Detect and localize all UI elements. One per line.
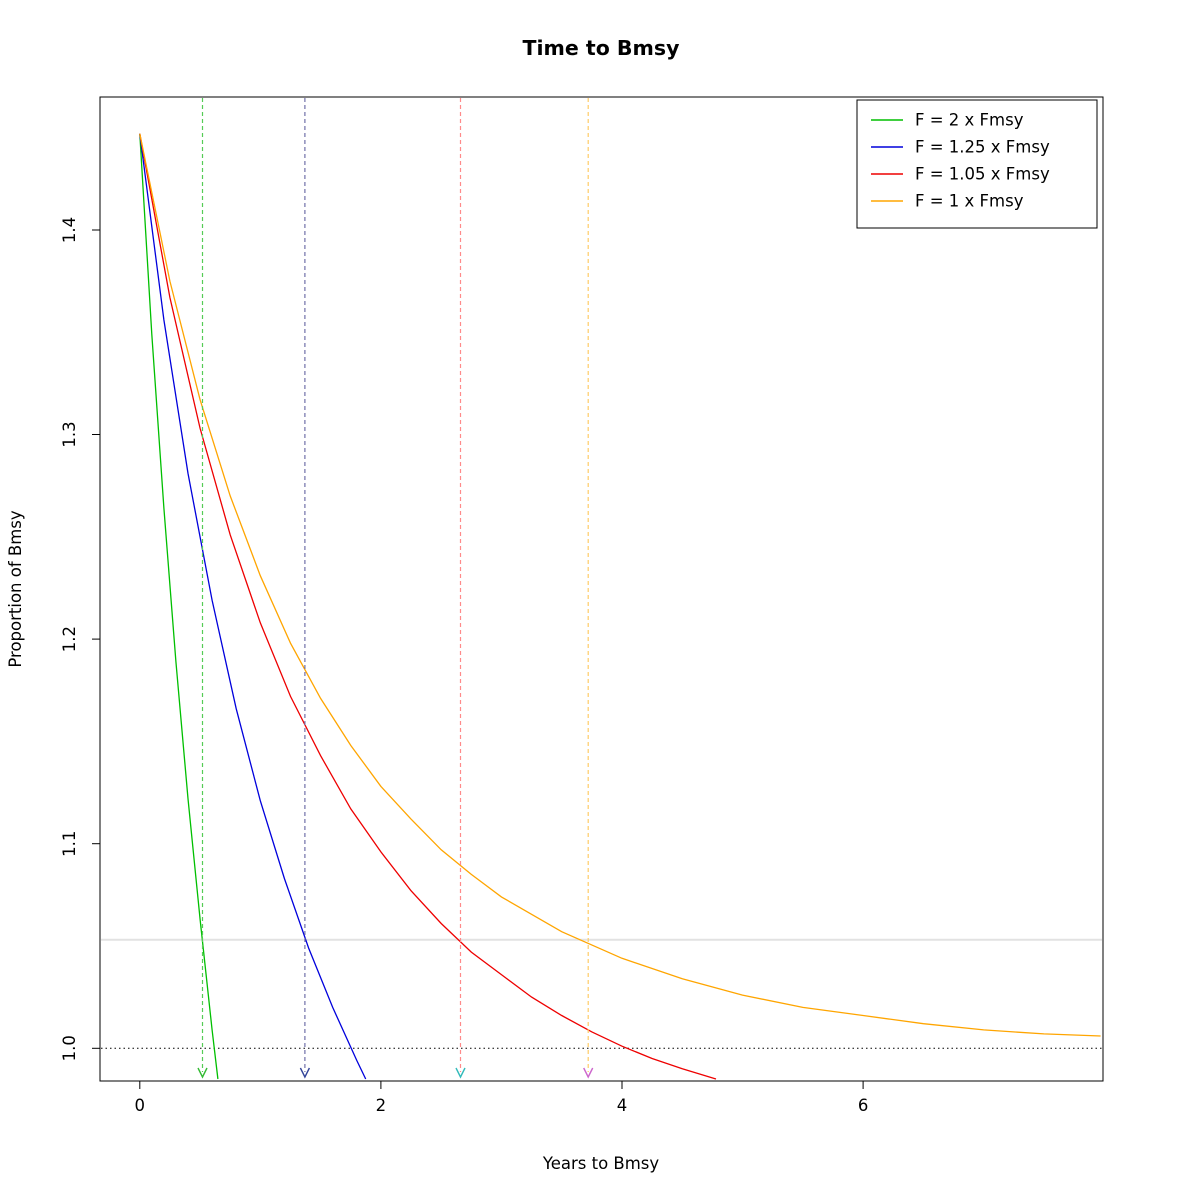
y-tick-label: 1.2	[60, 626, 79, 652]
y-axis-label: Proportion of Bmsy	[6, 510, 25, 668]
x-tick-label: 2	[376, 1096, 387, 1115]
legend-label: F = 1.25 x Fmsy	[915, 138, 1050, 157]
y-tick-label: 1.1	[60, 831, 79, 857]
time-marker-arrow	[583, 1067, 594, 1079]
series-line	[139, 133, 367, 1080]
x-tick-label: 4	[617, 1096, 628, 1115]
time-marker-arrow	[299, 1067, 311, 1079]
legend-label: F = 1 x Fmsy	[915, 192, 1024, 211]
legend-label: F = 1.05 x Fmsy	[915, 165, 1050, 184]
plot-border	[99, 96, 1104, 1082]
series-line	[139, 133, 219, 1080]
time-marker-arrow	[455, 1067, 466, 1079]
time-marker-arrow	[197, 1067, 208, 1079]
series-line	[139, 133, 1101, 1037]
y-tick-label: 1.3	[60, 421, 79, 447]
legend: F = 2 x Fmsy F = 1.25 x Fmsy F = 1.05 x Fm…	[856, 99, 1098, 229]
x-tick-label: 6	[858, 1096, 869, 1115]
x-tick-label: 0	[135, 1096, 146, 1115]
x-axis-label: Years to Bmsy	[542, 1154, 660, 1173]
y-tick-label: 1.0	[60, 1035, 79, 1061]
chart-title: Time to Bmsy	[523, 36, 680, 60]
y-tick-label: 1.4	[60, 217, 79, 243]
plot-area: 0 2 4 6 1.0 1.1 1.2 1.3 1.4 F = 2 x Fmsy F = 1.25 …	[60, 96, 1104, 1115]
legend-box	[856, 99, 1098, 229]
series-line	[139, 133, 717, 1080]
legend-label: F = 2 x Fmsy	[915, 111, 1024, 130]
